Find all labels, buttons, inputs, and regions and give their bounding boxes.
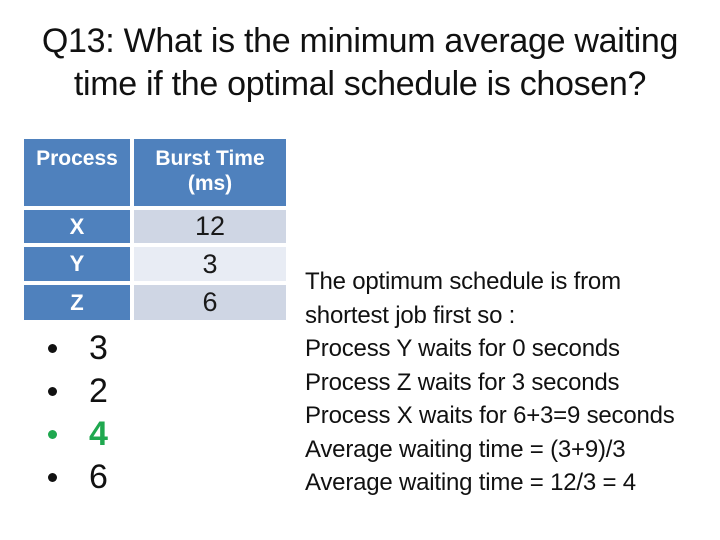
bullet-dot-icon bbox=[48, 344, 57, 353]
answer-label: 3 bbox=[89, 329, 108, 367]
explanation-text: The optimum schedule is from shortest jo… bbox=[305, 265, 715, 500]
slide-title: Q13: What is the minimum average waiting… bbox=[0, 20, 720, 106]
explanation-line: Process Y waits for 0 seconds bbox=[305, 335, 620, 362]
explanation-line: shortest job first so : bbox=[305, 301, 516, 329]
answer-item-6: 6 bbox=[48, 456, 108, 499]
slide-title-line-1: Q13: What is the minimum average waiting bbox=[41, 22, 679, 60]
table-header-burst-time: Burst Time (ms) bbox=[134, 139, 286, 206]
explanation-line: The optimum schedule is from bbox=[305, 268, 621, 295]
answer-label: 4 bbox=[89, 415, 108, 453]
bullet-dot-icon bbox=[48, 387, 57, 396]
explanation-line: Process Z waits for 3 seconds bbox=[305, 368, 620, 396]
explanation-line: Average waiting time = 12/3 = 4 bbox=[305, 469, 636, 496]
table-cell-process-y: Y bbox=[24, 247, 130, 281]
answer-item-3: 3 bbox=[48, 327, 108, 370]
answer-label: 6 bbox=[89, 458, 108, 496]
answer-bullet-list: 3 2 4 6 bbox=[48, 327, 108, 499]
process-table: Process Burst Time (ms) X 12 Y 3 Z 6 bbox=[24, 139, 286, 320]
explanation-line: Process X waits for 6+3=9 seconds bbox=[305, 402, 675, 429]
table-cell-process-x: X bbox=[24, 210, 130, 243]
bullet-dot-icon bbox=[48, 473, 57, 482]
table-cell-process-z: Z bbox=[24, 285, 130, 320]
bullet-dot-icon bbox=[48, 430, 57, 439]
slide-title-line-2: time if the optimal schedule is chosen? bbox=[73, 65, 647, 103]
answer-item-4-highlighted: 4 bbox=[48, 413, 108, 456]
explanation-line: Average waiting time = (3+9)/3 bbox=[305, 435, 626, 463]
answer-item-2: 2 bbox=[48, 370, 108, 413]
table-cell-burst-z: 6 bbox=[134, 285, 286, 320]
table-cell-burst-x: 12 bbox=[134, 210, 286, 243]
answer-label: 2 bbox=[89, 372, 108, 410]
table-cell-burst-y: 3 bbox=[134, 247, 286, 281]
table-header-process: Process bbox=[24, 139, 130, 206]
